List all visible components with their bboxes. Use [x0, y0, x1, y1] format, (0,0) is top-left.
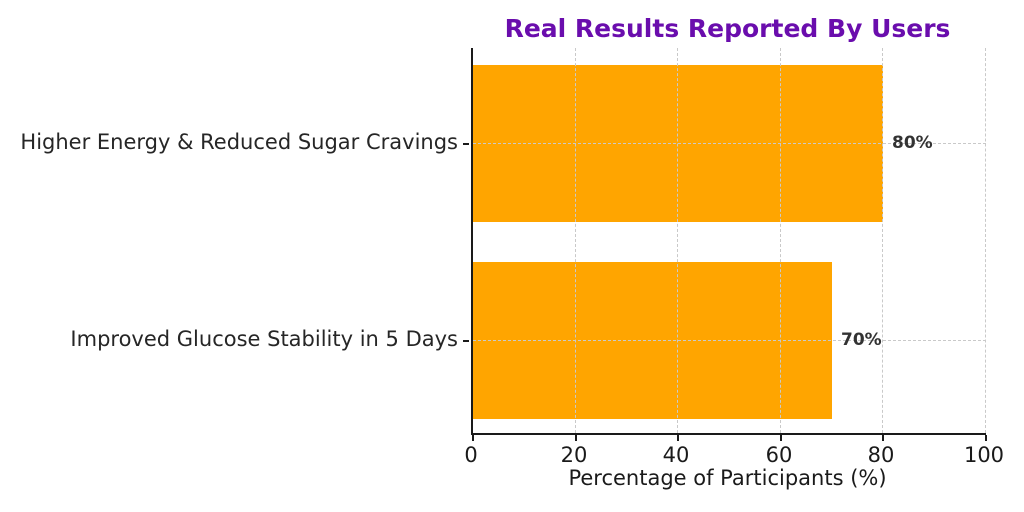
x-tick-mark: [882, 435, 884, 441]
plot-area: 80% 70%: [463, 48, 987, 441]
y-tick-mark: [463, 142, 469, 145]
y-tick-mark: [463, 339, 469, 342]
x-axis-label: Percentage of Participants (%): [568, 466, 887, 490]
bar: [473, 262, 832, 419]
x-tick-mark: [677, 435, 679, 441]
v-gridline: [780, 48, 781, 433]
x-tick-label: 0: [464, 443, 478, 467]
x-tick-label: 80: [867, 443, 895, 467]
category-label: Higher Energy & Reduced Sugar Cravings: [20, 129, 458, 154]
bar-value-label: 80%: [892, 132, 933, 153]
x-tick-label: 60: [765, 443, 793, 467]
h-gridline: [473, 339, 986, 341]
v-gridline: [677, 48, 678, 433]
x-tick-label: 20: [560, 443, 588, 467]
x-tick-mark: [780, 435, 782, 441]
h-gridline: [473, 142, 986, 144]
x-tick-label: 100: [963, 443, 1005, 467]
x-tick-label: 40: [662, 443, 690, 467]
x-tick-mark: [985, 435, 987, 441]
category-label: Improved Glucose Stability in 5 Days: [70, 326, 458, 351]
x-tick-mark: [575, 435, 577, 441]
bar-value-label: 70%: [841, 329, 882, 350]
v-gridline: [882, 48, 883, 433]
v-gridline: [575, 48, 576, 433]
v-gridline: [985, 48, 986, 433]
bar: [473, 65, 883, 222]
x-tick-mark: [472, 435, 474, 441]
chart-title: Real Results Reported By Users: [504, 14, 951, 43]
